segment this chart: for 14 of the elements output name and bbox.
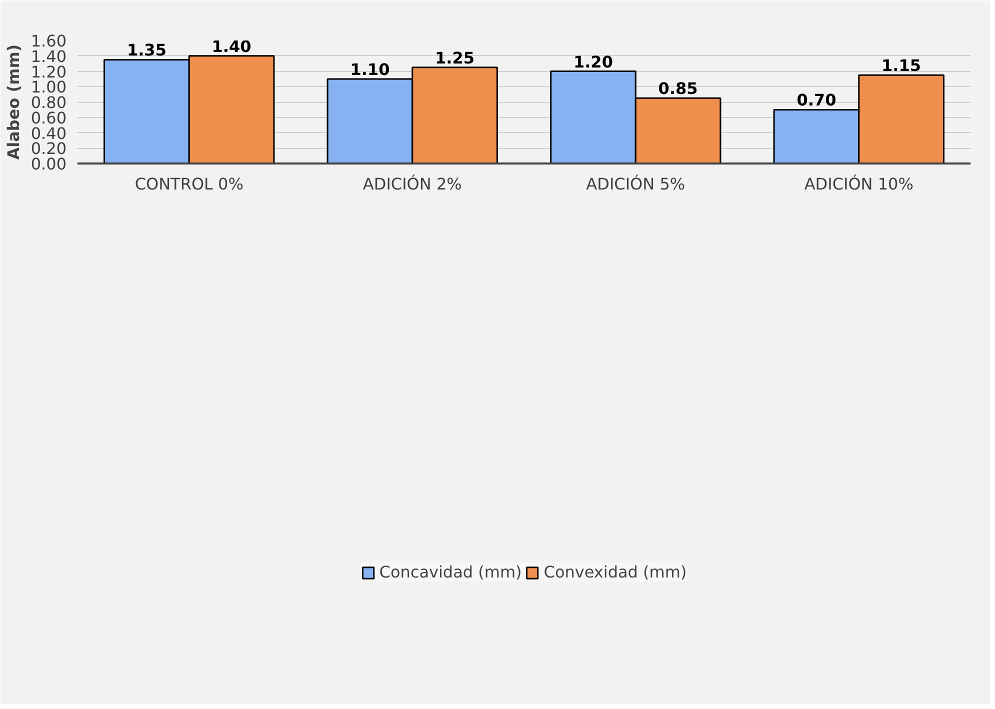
data-label: 1.25 bbox=[435, 48, 475, 68]
data-label: 1.10 bbox=[350, 60, 390, 79]
data-label: 1.35 bbox=[126, 40, 166, 60]
y-axis-title: Alabeo (mm) bbox=[4, 44, 23, 160]
data-label: 1.20 bbox=[573, 52, 613, 72]
data-label: 0.85 bbox=[658, 79, 698, 98]
x-tick-label: ADICIÓN 5% bbox=[586, 174, 686, 194]
legend-label: Concavidad (mm) bbox=[379, 562, 522, 582]
data-label: 1.15 bbox=[882, 56, 922, 76]
data-label: 0.70 bbox=[796, 90, 836, 110]
x-tick-label: ADICIÓN 10% bbox=[804, 174, 914, 194]
x-tick-label: ADICIÓN 2% bbox=[362, 174, 462, 194]
legend-label: Convexidad (mm) bbox=[544, 562, 687, 582]
x-tick-label: CONTROL 0% bbox=[134, 174, 244, 194]
